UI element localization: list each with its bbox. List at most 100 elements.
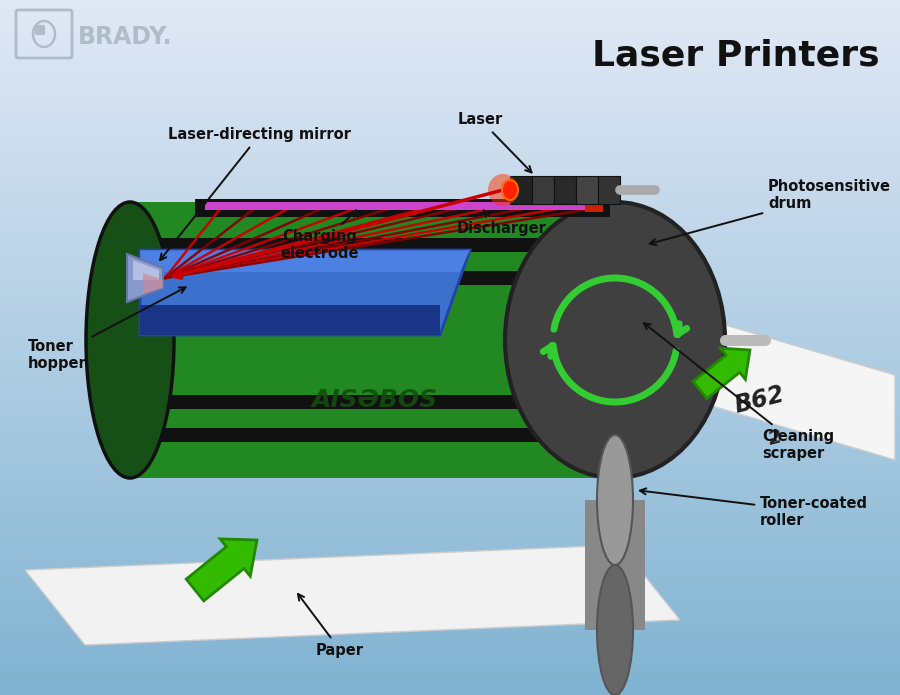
Bar: [0, 422, 900, 425]
Polygon shape: [590, 285, 895, 460]
Bar: [0, 42, 900, 44]
Bar: [0, 299, 900, 302]
Bar: [0, 558, 900, 561]
Bar: [0, 58, 900, 60]
Bar: [0, 679, 900, 682]
Bar: [0, 674, 900, 677]
Bar: [0, 40, 900, 42]
Bar: [0, 598, 900, 600]
Bar: [0, 505, 900, 508]
Bar: [0, 443, 900, 445]
Bar: [0, 26, 900, 28]
Bar: [0, 234, 900, 237]
Bar: [0, 162, 900, 165]
Bar: [0, 259, 900, 262]
Bar: [0, 76, 900, 79]
Bar: [0, 419, 900, 422]
Bar: [0, 134, 900, 137]
Bar: [0, 193, 900, 195]
Bar: [0, 308, 900, 311]
Bar: [0, 79, 900, 81]
Bar: [0, 688, 900, 691]
Bar: [0, 551, 900, 554]
Bar: [0, 172, 900, 174]
Bar: [0, 273, 900, 276]
Bar: [0, 468, 900, 471]
Bar: [0, 14, 900, 17]
Polygon shape: [140, 305, 440, 335]
Bar: [0, 431, 900, 434]
Bar: [0, 528, 900, 531]
Bar: [0, 380, 900, 383]
Bar: [0, 516, 900, 519]
Bar: [0, 521, 900, 524]
Bar: [0, 498, 900, 501]
Text: Charging
electrode: Charging electrode: [281, 211, 359, 261]
Bar: [0, 222, 900, 225]
Bar: [0, 655, 900, 658]
Bar: [0, 352, 900, 355]
Bar: [0, 429, 900, 432]
Bar: [0, 174, 900, 177]
Bar: [0, 104, 900, 107]
Bar: [0, 81, 900, 84]
Bar: [554, 176, 576, 204]
Bar: [0, 672, 900, 675]
Bar: [0, 382, 900, 385]
Bar: [0, 218, 900, 220]
Bar: [0, 579, 900, 582]
Bar: [0, 637, 900, 640]
Bar: [0, 111, 900, 114]
Bar: [0, 658, 900, 661]
Bar: [135, 238, 610, 252]
Bar: [0, 123, 900, 126]
Bar: [0, 283, 900, 286]
Bar: [0, 332, 900, 334]
Bar: [0, 56, 900, 58]
Bar: [0, 343, 900, 345]
Bar: [0, 491, 900, 494]
Bar: [0, 584, 900, 587]
Bar: [0, 480, 900, 482]
Bar: [0, 345, 900, 348]
Bar: [0, 169, 900, 172]
Text: B62: B62: [733, 382, 788, 418]
Bar: [0, 236, 900, 239]
Bar: [0, 639, 900, 642]
Bar: [0, 63, 900, 65]
Bar: [0, 509, 900, 512]
Bar: [0, 208, 900, 211]
Bar: [0, 33, 900, 35]
Bar: [0, 167, 900, 170]
Text: Discharger: Discharger: [457, 211, 547, 236]
Bar: [0, 605, 900, 607]
Bar: [0, 486, 900, 489]
Bar: [0, 482, 900, 484]
Bar: [0, 489, 900, 491]
Bar: [0, 88, 900, 91]
Bar: [0, 206, 900, 209]
Bar: [205, 202, 600, 210]
Bar: [0, 466, 900, 468]
Bar: [0, 120, 900, 123]
Bar: [0, 359, 900, 362]
Bar: [0, 526, 900, 529]
Bar: [0, 264, 900, 267]
Bar: [0, 99, 900, 102]
Bar: [0, 417, 900, 420]
Bar: [0, 297, 900, 300]
Bar: [0, 665, 900, 668]
FancyArrow shape: [693, 348, 750, 399]
Bar: [0, 102, 900, 105]
Bar: [0, 262, 900, 265]
Text: Toner
hopper: Toner hopper: [28, 287, 185, 371]
Text: Toner-coated
roller: Toner-coated roller: [640, 489, 868, 528]
Bar: [0, 5, 900, 8]
Bar: [0, 127, 900, 130]
Bar: [0, 523, 900, 526]
Bar: [0, 118, 900, 121]
Bar: [0, 384, 900, 387]
Bar: [0, 644, 900, 647]
Bar: [0, 563, 900, 566]
Bar: [0, 148, 900, 151]
